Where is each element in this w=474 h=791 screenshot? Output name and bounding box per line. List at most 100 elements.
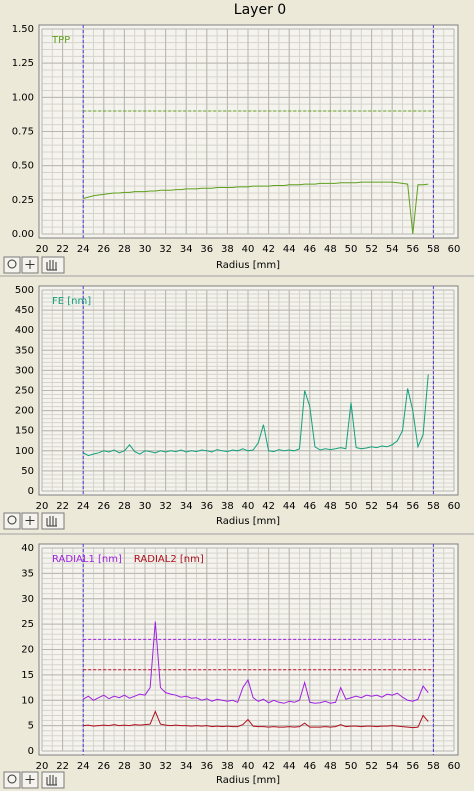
x-tick-label: 26 — [97, 244, 110, 255]
x-tick-label: 20 — [36, 761, 49, 772]
x-tick-label: 44 — [283, 244, 296, 255]
x-tick-label: 52 — [365, 761, 378, 772]
legend-label: RADIAL2 [nm] — [134, 554, 204, 565]
x-tick-label: 42 — [262, 244, 275, 255]
hand-icon — [46, 775, 57, 786]
y-tick-label: 450 — [15, 305, 34, 316]
x-tick-label: 46 — [303, 761, 316, 772]
legend-label: TPP — [51, 35, 70, 46]
x-tick-label: 40 — [242, 761, 255, 772]
y-tick-label: 50 — [21, 466, 34, 477]
x-tick-label: 38 — [221, 244, 234, 255]
x-tick-label: 52 — [365, 244, 378, 255]
y-tick-label: 1.50 — [12, 24, 34, 35]
x-tick-label: 34 — [180, 761, 193, 772]
x-tick-label: 30 — [139, 761, 152, 772]
x-tick-label: 56 — [406, 761, 419, 772]
x-tick-label: 26 — [97, 761, 110, 772]
y-tick-label: 0.00 — [12, 229, 34, 240]
y-tick-label: 100 — [15, 446, 34, 457]
tool-button[interactable] — [3, 256, 21, 274]
x-tick-label: 50 — [345, 761, 358, 772]
data-line — [83, 181, 429, 235]
y-tick-label: 5 — [28, 721, 34, 732]
x-tick-label: 54 — [386, 244, 399, 255]
x-tick-label: 36 — [200, 501, 213, 512]
x-tick-label: 36 — [200, 761, 213, 772]
x-tick-label: 34 — [180, 244, 193, 255]
x-tick-label: 32 — [159, 244, 172, 255]
x-tick-label: 28 — [118, 501, 131, 512]
x-tick-label: 48 — [324, 244, 337, 255]
x-tick-label: 56 — [406, 244, 419, 255]
y-tick-label: 25 — [21, 619, 34, 630]
y-tick-label: 40 — [21, 543, 34, 554]
x-tick-label: 40 — [242, 501, 255, 512]
zoom-icon — [7, 259, 17, 269]
x-tick-label: 34 — [180, 501, 193, 512]
x-tick-label: 58 — [427, 761, 440, 772]
tool-button[interactable] — [3, 512, 21, 530]
y-tick-label: 0.25 — [12, 195, 34, 206]
cross-icon — [25, 260, 35, 269]
y-tick-label: 250 — [15, 386, 34, 397]
x-tick-label: 24 — [77, 244, 90, 255]
x-tick-label: 56 — [406, 501, 419, 512]
x-tick-label: 38 — [221, 501, 234, 512]
y-tick-label: 0.50 — [12, 161, 34, 172]
x-axis-label: Radius [mm] — [216, 775, 280, 786]
y-tick-label: 30 — [21, 594, 34, 605]
x-tick-label: 22 — [56, 761, 69, 772]
y-tick-label: 300 — [15, 365, 34, 376]
x-tick-label: 50 — [345, 501, 358, 512]
x-tick-label: 24 — [77, 761, 90, 772]
x-axis-label: Radius [mm] — [216, 260, 280, 271]
x-tick-label: 22 — [56, 501, 69, 512]
hand-icon — [46, 260, 57, 271]
x-tick-label: 60 — [448, 501, 461, 512]
x-tick-label: 20 — [36, 244, 49, 255]
y-tick-label: 0.75 — [12, 127, 34, 138]
y-tick-label: 35 — [21, 568, 34, 579]
y-tick-label: 0 — [28, 746, 34, 757]
x-tick-label: 30 — [139, 501, 152, 512]
x-tick-label: 46 — [303, 244, 316, 255]
tool-button[interactable] — [3, 771, 21, 789]
window-title: Layer 0 — [234, 2, 286, 18]
data-line — [82, 374, 429, 457]
x-tick-label: 42 — [262, 501, 275, 512]
data-line — [82, 621, 429, 704]
x-tick-label: 42 — [262, 761, 275, 772]
x-tick-label: 32 — [159, 761, 172, 772]
y-tick-label: 10 — [21, 695, 34, 706]
y-tick-label: 0 — [28, 486, 34, 497]
x-tick-label: 24 — [77, 501, 90, 512]
zoom-icon — [7, 515, 17, 525]
legend-label: FE [nm] — [52, 296, 91, 307]
y-tick-label: 500 — [15, 285, 34, 296]
x-tick-label: 32 — [159, 501, 172, 512]
x-tick-label: 30 — [139, 244, 152, 255]
x-tick-label: 58 — [427, 244, 440, 255]
y-tick-label: 200 — [15, 406, 34, 417]
y-tick-label: 150 — [15, 426, 34, 437]
x-axis-label: Radius [mm] — [216, 516, 280, 527]
data-line — [83, 710, 429, 729]
y-tick-label: 350 — [15, 345, 34, 356]
x-tick-label: 60 — [448, 761, 461, 772]
x-tick-label: 38 — [221, 761, 234, 772]
y-tick-label: 15 — [21, 670, 34, 681]
x-tick-label: 40 — [242, 244, 255, 255]
y-tick-label: 400 — [15, 325, 34, 336]
zoom-icon — [7, 774, 17, 784]
x-tick-label: 22 — [56, 244, 69, 255]
cross-icon — [25, 775, 35, 784]
x-tick-label: 58 — [427, 501, 440, 512]
y-tick-label: 1.00 — [12, 92, 34, 103]
x-tick-label: 28 — [118, 761, 131, 772]
x-tick-label: 52 — [365, 501, 378, 512]
hand-icon — [46, 516, 57, 527]
y-tick-label: 1.25 — [12, 58, 34, 69]
x-tick-label: 54 — [386, 501, 399, 512]
